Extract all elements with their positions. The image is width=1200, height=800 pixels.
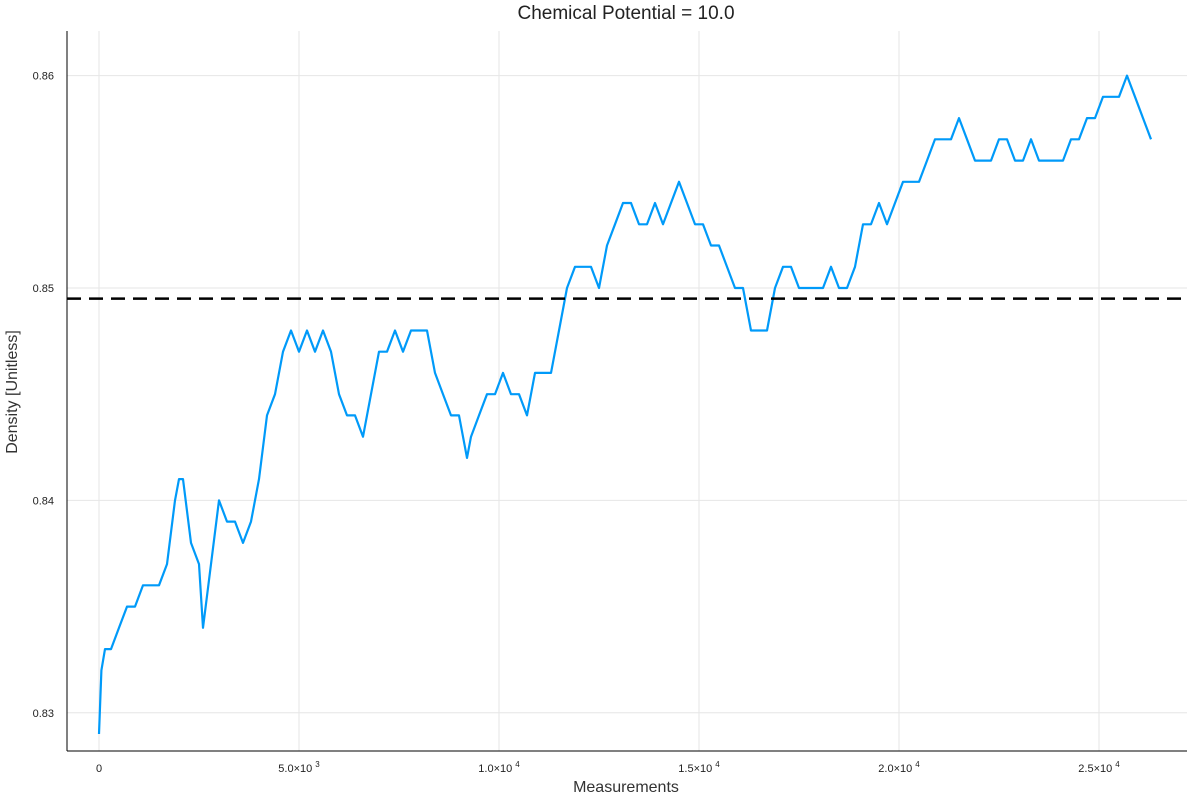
gridlines	[67, 31, 1187, 751]
y-tick-labels: 0.83 0.84 0.85 0.86	[33, 71, 54, 720]
x-tick-label: 1.5×10 4	[678, 760, 720, 775]
y-tick-label: 0.85	[33, 283, 54, 295]
series-layer	[97, 74, 1153, 735]
y-axis-title: Density [Unitless]	[4, 330, 21, 454]
y-tick-label: 0.83	[33, 708, 54, 720]
density-series-line	[97, 74, 1153, 735]
x-tick-labels: 0 5.0×10 3 1.0×10 4 1.5×10 4 2.0×10 4 2.5×10 4	[96, 760, 1120, 775]
x-tick-label: 1.0×10 4	[478, 760, 520, 775]
x-axis-title: Measurements	[573, 779, 679, 796]
chart-title: Chemical Potential = 10.0	[517, 3, 734, 24]
x-tick-label: 2.5×10 4	[1078, 760, 1120, 775]
y-tick-label: 0.84	[33, 495, 54, 507]
axes-frame	[66, 31, 1187, 752]
x-tick-label: 0	[96, 763, 102, 775]
x-tick-label: 2.0×10 4	[878, 760, 920, 775]
y-tick-label: 0.86	[33, 71, 54, 83]
x-tick-label: 5.0×10 3	[278, 760, 320, 775]
